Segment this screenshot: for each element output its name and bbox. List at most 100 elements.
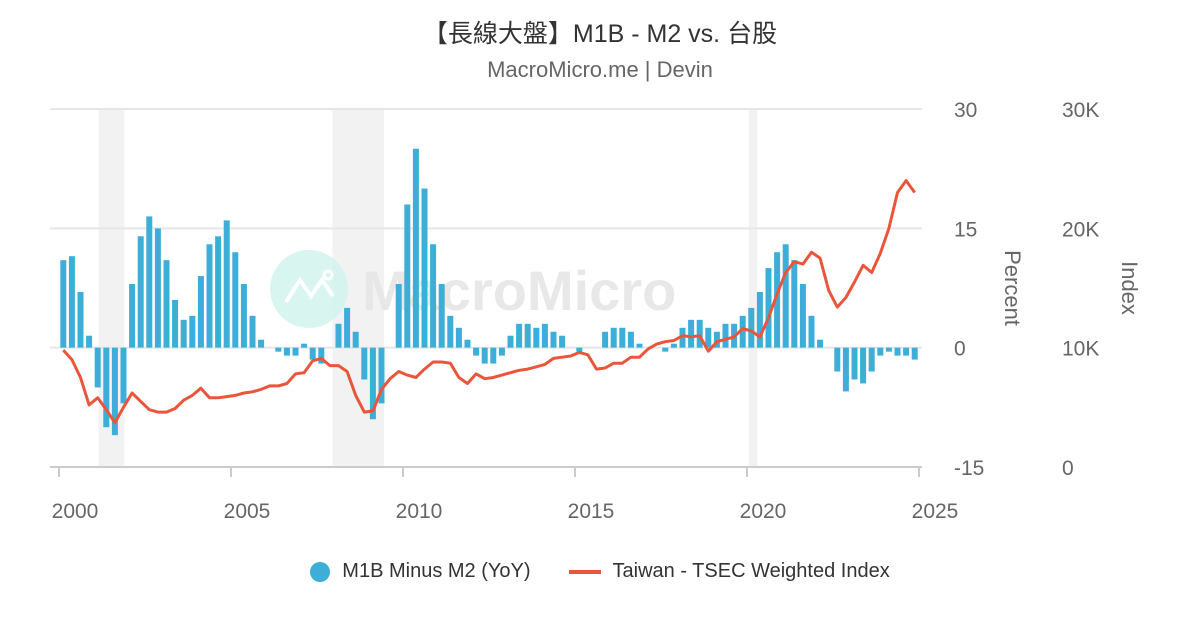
bar [438,284,445,348]
bar [524,323,531,348]
bar [111,347,118,436]
bar [516,323,523,348]
bar [206,244,213,348]
bar [223,220,230,348]
left-axis-tick-label: -15 [954,457,984,480]
x-axis-tick-label: 2015 [568,500,615,523]
bar [842,347,849,392]
left-axis-title: Percent [1000,250,1025,326]
bar [679,327,686,348]
x-axis-tick-label: 2005 [224,500,271,523]
watermark: MacroMicro [270,250,676,328]
bar [258,339,265,348]
bar [77,291,84,348]
recession-band [748,109,758,467]
bar [146,216,153,348]
right-axis-title: Index [1117,261,1142,315]
bar [172,299,179,348]
left-axis-tick-label: 15 [954,218,977,241]
bar [464,339,471,348]
bar [541,323,548,348]
bar [610,327,617,348]
bar [791,260,798,348]
bar [739,315,746,348]
bar [894,347,901,356]
bar [481,347,488,364]
bar [808,315,815,348]
bar [120,347,127,404]
x-axis-tick-label: 2020 [740,500,787,523]
bar [756,291,763,348]
chart-title: 【長線大盤】M1B - M2 vs. 台股 [422,20,778,48]
bar [421,188,428,348]
bar [498,347,505,356]
bar [163,260,170,348]
bar [851,347,858,380]
chart-subtitle: MacroMicro.me | Devin [487,57,713,82]
bar [412,148,419,348]
bar [670,343,677,348]
bar [774,252,781,348]
bar [705,327,712,348]
bar [232,252,239,348]
bar [713,331,720,348]
bar [154,228,161,348]
bar [817,339,824,348]
bar [395,284,402,348]
bar [180,319,187,348]
bar [885,347,892,352]
bar [292,347,299,356]
left-axis-tick-label: 0 [954,338,966,361]
bar [335,323,342,348]
bar [103,347,110,428]
right-axis-tick-label: 10K [1062,338,1099,361]
bar [378,347,385,404]
bar [860,347,867,384]
bar [602,331,609,348]
bar [507,335,514,348]
bar [877,347,884,356]
legend-item-m1b-m2[interactable]: M1B Minus M2 (YoY) [310,560,531,583]
bar [404,204,411,348]
right-axis-tick-label: 30K [1062,99,1099,122]
x-axis-tick-label: 2025 [912,500,959,523]
bar [60,260,67,348]
legend-dot-icon [310,561,331,582]
bar [662,347,669,352]
bar [688,319,695,348]
right-axis-tick-label: 0 [1062,457,1074,480]
bar [722,323,729,348]
bar [352,331,359,348]
x-axis-tick-label: 2010 [396,500,443,523]
bar [318,347,325,364]
bar [473,347,480,356]
bar [550,331,557,348]
bar [215,236,222,348]
bar [249,315,256,348]
bar [240,284,247,348]
bar [430,244,437,348]
bar [189,315,196,348]
bar [782,244,789,348]
bar [197,276,204,348]
bar [86,335,93,348]
bar [490,347,497,364]
bar [283,347,290,356]
bar [301,343,308,348]
bar [911,347,918,360]
legend-item-tsec[interactable]: Taiwan - TSEC Weighted Index [568,560,890,583]
bar [455,327,462,348]
bar [765,268,772,348]
bar [696,319,703,348]
bar [559,335,566,348]
bar [68,256,75,348]
bar [361,347,368,380]
legend-line-icon [568,569,601,574]
bar [369,347,376,420]
bar [627,331,634,348]
series-line-tsec [62,179,916,425]
bar [275,347,282,352]
bar [868,347,875,372]
